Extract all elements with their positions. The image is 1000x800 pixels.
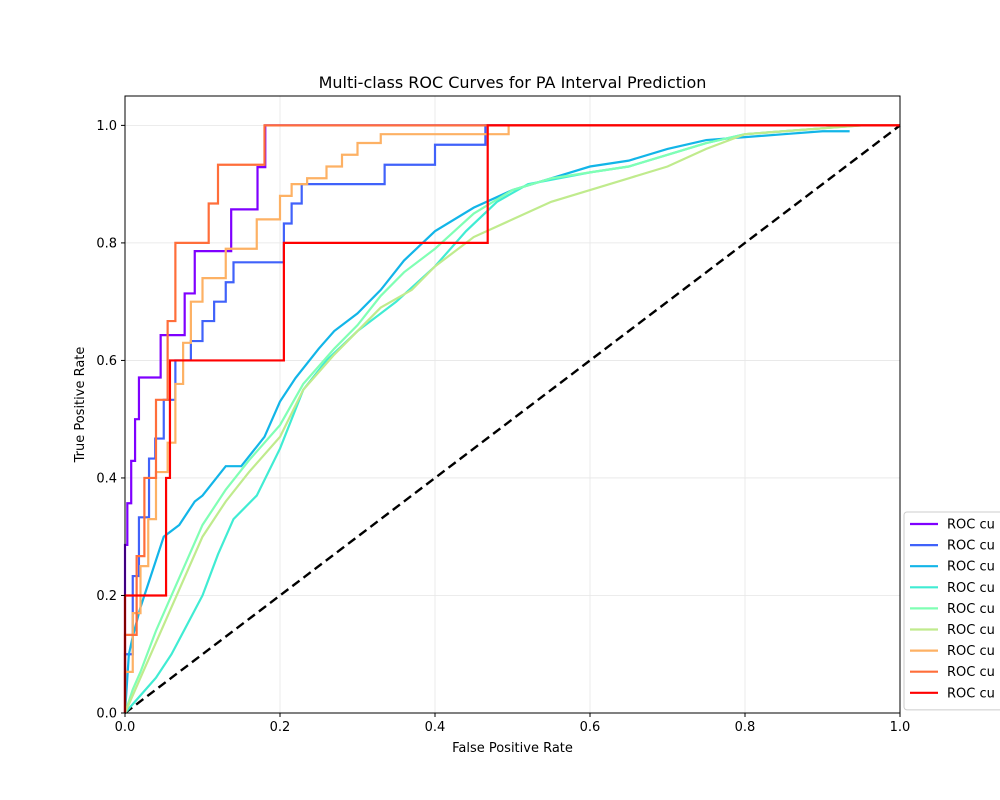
y-axis-ticks: 0.0 0.2 0.4 0.6 0.8 1.0 (96, 119, 125, 722)
chance-diagonal (124, 124, 901, 714)
legend-label: ROC cu (947, 539, 995, 554)
plot-frame (124, 95, 901, 714)
roc-series-line-2 (123, 124, 900, 713)
x-tick-label: 0.2 (270, 720, 291, 735)
roc-series-line-5 (123, 124, 862, 714)
chance-diagonal-line (124, 124, 901, 714)
roc-series-line-6 (123, 124, 862, 714)
x-axis-ticks: 0.0 0.2 0.4 0.6 0.8 1.0 (115, 713, 911, 735)
legend-label: ROC cu (947, 602, 995, 617)
y-tick-label: 0.8 (96, 236, 117, 251)
chart-title: Multi-class ROC Curves for PA Interval P… (319, 73, 707, 92)
roc-series-line-4 (124, 124, 854, 714)
legend-label: ROC cu (947, 560, 995, 575)
y-tick-label: 1.0 (96, 119, 117, 134)
grid-lines (124, 96, 901, 714)
legend-label: ROC cu (947, 665, 995, 680)
y-tick-label: 0.0 (96, 707, 117, 722)
legend-label: ROC cu (947, 686, 995, 701)
roc-series-line-7 (123, 124, 900, 713)
y-tick-label: 0.6 (96, 354, 117, 369)
x-axis-label: False Positive Rate (452, 741, 573, 756)
y-tick-label: 0.4 (96, 471, 117, 486)
roc-series-line-9 (123, 124, 900, 713)
y-tick-label: 0.2 (96, 589, 117, 604)
x-tick-label: 1.0 (890, 720, 911, 735)
x-tick-label: 0.6 (580, 720, 601, 735)
roc-series-line-3 (123, 130, 850, 714)
legend-label: ROC cu (947, 644, 995, 659)
x-tick-label: 0.0 (115, 720, 136, 735)
roc-series-line-1 (123, 124, 900, 713)
x-tick-label: 0.8 (735, 720, 756, 735)
legend-box (903, 511, 1000, 711)
plot-area (123, 124, 900, 714)
y-axis-label: True Positive Rate (73, 347, 88, 464)
legend-label: ROC cu (947, 518, 995, 533)
roc-series-line-8 (123, 124, 900, 713)
x-tick-label: 0.4 (425, 720, 446, 735)
legend-label: ROC cu (947, 581, 995, 596)
legend-label: ROC cu (947, 623, 995, 638)
legend: ROC cu ROC cu ROC cu ROC cu ROC cu ROC cu ROC … (903, 511, 1000, 711)
